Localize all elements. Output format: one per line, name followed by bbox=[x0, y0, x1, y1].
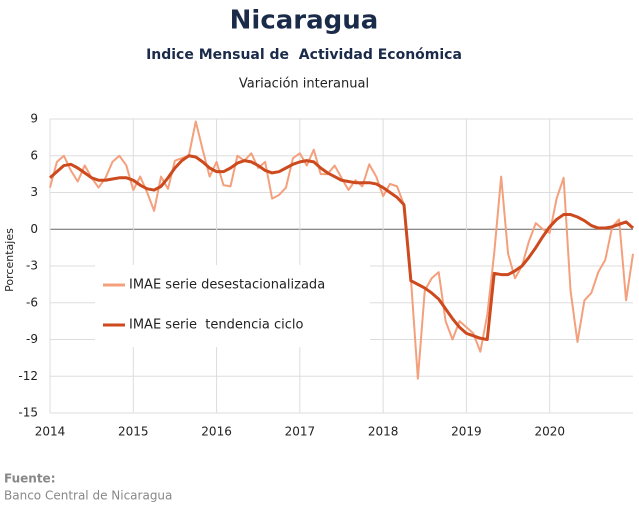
legend-box bbox=[95, 265, 370, 347]
y-tick-label: -12 bbox=[18, 369, 38, 383]
chart-subtitle: Indice Mensual de Actividad Económica bbox=[146, 47, 462, 63]
legend-label: IMAE serie tendencia ciclo bbox=[129, 318, 303, 333]
y-tick-label: 9 bbox=[30, 112, 38, 126]
y-tick-label: -15 bbox=[18, 406, 38, 420]
y-tick-label: 3 bbox=[30, 185, 38, 199]
legend-label: IMAE serie desestacionalizada bbox=[129, 278, 325, 293]
x-tick-label: 2015 bbox=[118, 425, 149, 439]
series-line bbox=[49, 120, 634, 380]
y-tick-label: 0 bbox=[30, 222, 38, 236]
chart-title: Nicaragua bbox=[230, 6, 379, 36]
series-line bbox=[49, 154, 634, 341]
x-tick-label: 2017 bbox=[285, 425, 316, 439]
x-tick-label: 2020 bbox=[534, 425, 565, 439]
y-tick-label: 6 bbox=[30, 148, 38, 162]
chart-subtitle2: Variación interanual bbox=[239, 77, 369, 92]
x-tick-label: 2019 bbox=[451, 425, 482, 439]
y-tick-label: -3 bbox=[26, 259, 38, 273]
source-label: Fuente: bbox=[4, 472, 56, 486]
y-axis-label: Porcentajes bbox=[3, 228, 16, 292]
x-tick-label: 2018 bbox=[368, 425, 399, 439]
y-tick-label: -9 bbox=[26, 332, 38, 346]
y-tick-label: -6 bbox=[26, 295, 38, 309]
x-tick-label: 2016 bbox=[201, 425, 232, 439]
source: Banco Central de Nicaragua bbox=[4, 489, 172, 503]
x-tick-label: 2014 bbox=[35, 425, 66, 439]
